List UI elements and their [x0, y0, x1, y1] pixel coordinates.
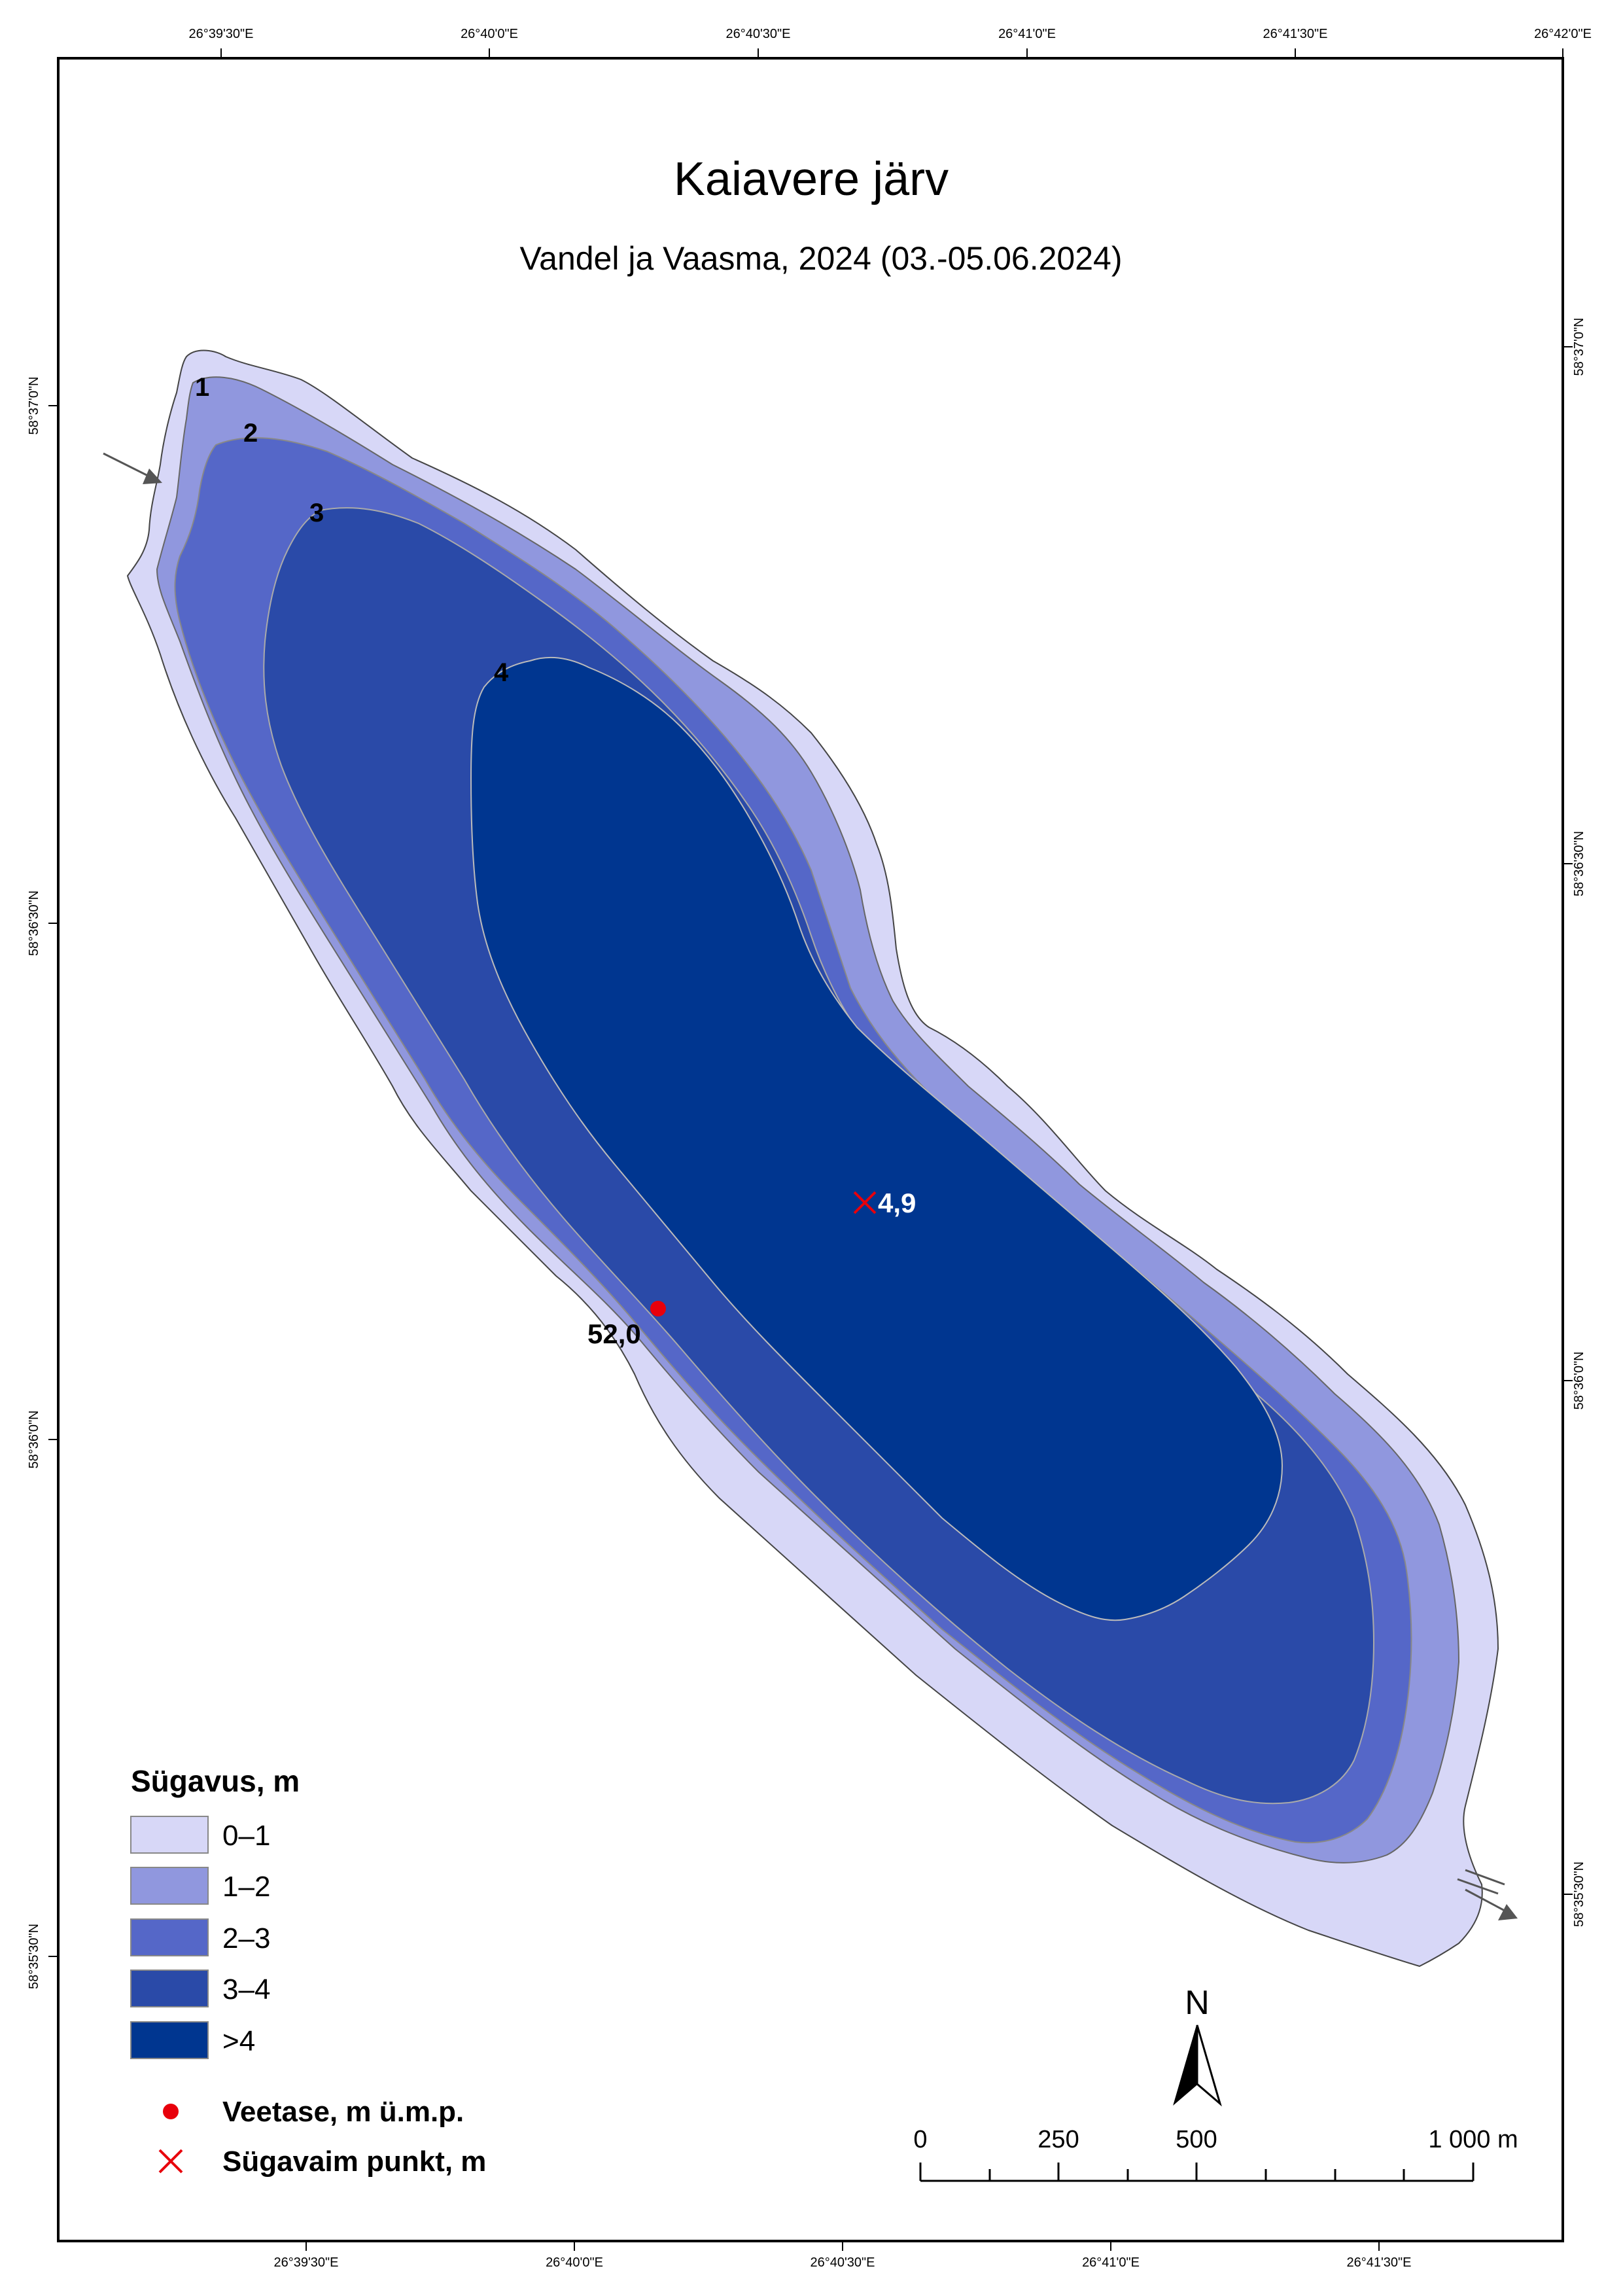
depth-zone-over-4	[470, 656, 1283, 1621]
outflow-arrow	[1457, 1869, 1518, 1920]
contour-label-2: 2	[243, 419, 258, 448]
coord-right-3: 58°36'0"N	[1572, 1352, 1586, 1410]
legend-swatch-over-4	[130, 2021, 209, 2059]
legend-label-0-1: 0–1	[222, 1820, 270, 1852]
coord-right-1: 58°37'0"N	[1572, 318, 1586, 376]
legend-label-2-3: 2–3	[222, 1922, 270, 1954]
legend-swatch-3-4	[130, 1969, 209, 2007]
coord-left-3: 58°36'0"N	[27, 1411, 41, 1469]
legend-water-level-icon	[163, 2104, 179, 2119]
water-level-label: 52,0	[587, 1318, 641, 1349]
coord-top-4: 26°41'0"E	[998, 27, 1056, 41]
coord-bottom-1: 26°39'30"E	[274, 2255, 339, 2270]
map-subtitle: Vandel ja Vaasma, 2024 (03.-05.06.2024)	[520, 240, 1123, 277]
north-arrow: N	[1173, 1984, 1222, 2107]
scale-label-0: 0	[913, 2126, 927, 2153]
legend-water-level-label: Veetase, m ü.m.p.	[222, 2096, 464, 2128]
coord-right-4: 58°35'30"N	[1572, 1862, 1586, 1927]
water-level-marker	[650, 1301, 666, 1316]
legend-deepest-label: Sügavaim punkt, m	[222, 2146, 486, 2178]
scale-label-500: 500	[1176, 2126, 1217, 2153]
coord-top-5: 26°41'30"E	[1263, 27, 1328, 41]
coord-bottom-2: 26°40'0"E	[546, 2255, 603, 2270]
legend-title: Sügavus, m	[131, 1764, 300, 1798]
map-frame	[57, 57, 1564, 2242]
scale-label-1000: 1 000 m	[1428, 2126, 1518, 2153]
coord-left-1: 58°37'0"N	[27, 377, 41, 435]
coord-top-2: 26°40'0"E	[461, 27, 518, 41]
right-coordinates: 58°37'0"N 58°36'30"N 58°36'0"N 58°35'30"…	[1563, 318, 1586, 1927]
legend: Sügavus, m 0–1 1–2 2–3 3–4 >4 Veetase, m…	[130, 1764, 486, 2178]
coord-left-2: 58°36'30"N	[27, 891, 41, 956]
coord-left-4: 58°35'30"N	[27, 1924, 41, 1989]
north-arrow-label: N	[1185, 1984, 1210, 2022]
coord-top-1: 26°39'30"E	[189, 27, 254, 41]
legend-label-over-4: >4	[222, 2025, 255, 2057]
contour-label-4: 4	[494, 658, 509, 687]
legend-label-3-4: 3–4	[222, 1973, 270, 2005]
coord-top-3: 26°40'30"E	[726, 27, 791, 41]
scale-bar: 0 250 500 1 000 m	[913, 2126, 1518, 2182]
legend-label-1-2: 1–2	[222, 1871, 270, 1903]
scale-label-250: 250	[1038, 2126, 1079, 2153]
coord-top-6: 26°42'0"E	[1534, 27, 1592, 41]
contour-label-1: 1	[195, 373, 209, 402]
bottom-coordinates: 26°39'30"E 26°40'0"E 26°40'30"E 26°41'0"…	[274, 2241, 1412, 2270]
north-arrow-icon	[1173, 2024, 1198, 2106]
depth-zones	[126, 349, 1499, 1968]
deepest-point-label: 4,9	[878, 1188, 916, 1218]
legend-swatch-1-2	[130, 1867, 209, 1905]
deepest-point-marker	[853, 1191, 877, 1214]
contour-label-3: 3	[309, 499, 324, 527]
top-coordinates: 26°39'30"E 26°40'0"E 26°40'30"E 26°41'0"…	[189, 27, 1592, 58]
inflow-arrow	[103, 452, 162, 484]
legend-deepest-icon	[158, 2149, 183, 2174]
coord-bottom-5: 26°41'30"E	[1347, 2255, 1412, 2270]
legend-swatch-2-3	[130, 1918, 209, 1956]
coord-right-2: 58°36'30"N	[1572, 831, 1586, 896]
legend-swatch-0-1	[130, 1816, 209, 1854]
left-coordinates: 58°37'0"N 58°36'30"N 58°36'0"N 58°35'30"…	[27, 377, 58, 1989]
map-title: Kaiavere järv	[674, 153, 949, 205]
coord-bottom-3: 26°40'30"E	[811, 2255, 875, 2270]
coord-bottom-4: 26°41'0"E	[1082, 2255, 1140, 2270]
